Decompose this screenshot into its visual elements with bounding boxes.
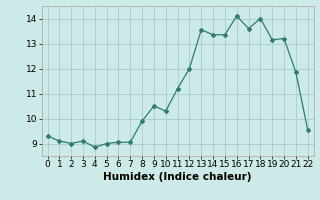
X-axis label: Humidex (Indice chaleur): Humidex (Indice chaleur) [103,172,252,182]
